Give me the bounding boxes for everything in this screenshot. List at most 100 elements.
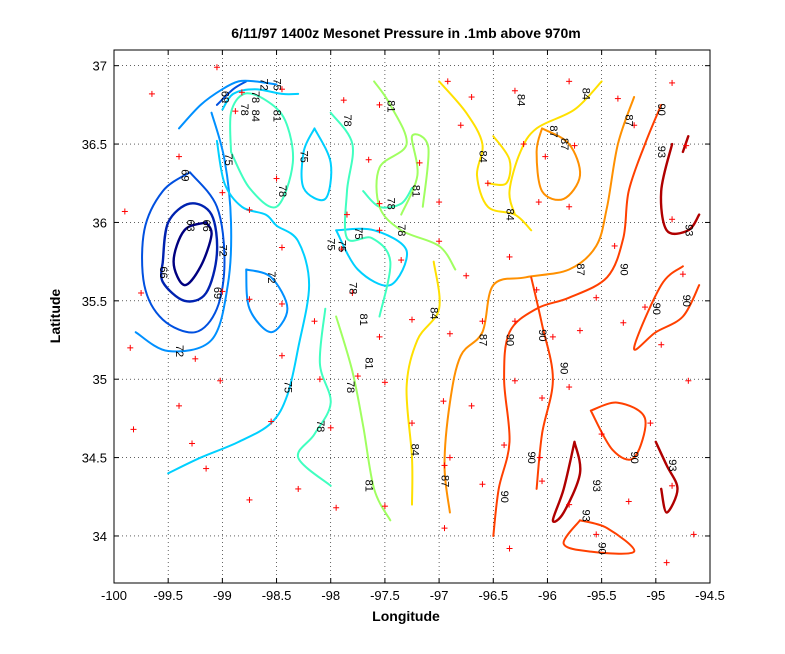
contour-label: 75	[271, 78, 283, 90]
station-marker	[213, 64, 220, 71]
x-tick-label: -95	[646, 588, 665, 603]
station-marker	[539, 478, 546, 485]
station-marker	[571, 142, 578, 149]
station-marker	[566, 501, 573, 508]
x-tick-label: -99.5	[153, 588, 183, 603]
contour-line-78	[362, 187, 413, 209]
station-marker	[669, 482, 676, 489]
contour-line-72	[134, 111, 233, 353]
contour-lines	[134, 79, 701, 555]
contour-label: 87	[547, 125, 559, 137]
x-tick-label: -96	[538, 588, 557, 603]
contour-label: 78	[346, 282, 358, 294]
station-marker	[398, 257, 405, 264]
contour-line-93	[654, 440, 679, 514]
chart-title: 6/11/97 1400z Mesonet Pressure in .1mb a…	[231, 25, 580, 41]
contour-label: 75	[281, 381, 293, 393]
station-marker	[658, 341, 665, 348]
contour-label: 81	[270, 110, 282, 122]
x-tick-label: -99	[213, 588, 232, 603]
contour-label: 90	[498, 491, 510, 503]
contour-label: 75	[298, 151, 310, 163]
contour-label: 72	[216, 245, 228, 257]
station-marker	[446, 330, 453, 337]
station-marker	[501, 442, 508, 449]
plot-frame	[113, 49, 711, 584]
contour-line-69	[141, 171, 226, 334]
contour-label: 75	[222, 154, 234, 166]
contour-line-66	[160, 202, 219, 303]
station-marker	[278, 300, 285, 307]
contour-line-69	[215, 80, 248, 106]
contour-line-63	[172, 221, 213, 287]
station-marker	[611, 242, 618, 249]
contour-label: 81	[363, 480, 375, 492]
contour-line-87	[535, 127, 582, 201]
contour-line-90	[589, 401, 647, 461]
station-marker	[176, 153, 183, 160]
station-marker	[535, 199, 542, 206]
station-marker	[381, 503, 388, 510]
contour-label: 84	[408, 444, 420, 456]
contour-line-75	[335, 227, 409, 287]
contour-label: 81	[363, 357, 375, 369]
station-marker	[381, 379, 388, 386]
contour-line-93	[681, 135, 690, 154]
station-marker	[189, 440, 196, 447]
station-marker	[685, 377, 692, 384]
contour-line-81	[373, 80, 457, 271]
station-marker	[625, 498, 632, 505]
station-marker	[176, 402, 183, 409]
station-marker	[409, 420, 415, 427]
station-marker	[542, 153, 549, 160]
station-marker	[327, 424, 334, 431]
contour-label: 87	[558, 138, 570, 150]
station-marker	[219, 189, 226, 196]
contour-label: 90	[536, 329, 548, 341]
station-marker	[566, 78, 573, 85]
contour-label: 87	[623, 114, 635, 126]
station-marker	[511, 87, 518, 94]
y-tick-label: 36	[93, 215, 107, 230]
station-marker	[365, 156, 372, 163]
station-marker	[576, 327, 583, 334]
contour-label: 75	[325, 238, 337, 250]
station-marker	[436, 238, 443, 245]
station-marker	[232, 108, 239, 115]
contour-label: 84	[514, 94, 526, 106]
contour-label: 90	[650, 303, 662, 315]
y-tick-label: 35.5	[82, 294, 107, 309]
station-marker	[376, 227, 383, 234]
station-marker	[343, 211, 350, 218]
station-marker	[409, 316, 415, 323]
station-marker	[441, 462, 448, 469]
contour-label: 66	[200, 219, 212, 231]
contour-label: 90	[680, 295, 692, 307]
station-marker	[246, 496, 253, 503]
contour-line-93	[551, 440, 582, 524]
contour-label: 90	[503, 334, 515, 346]
x-tick-label: -98	[321, 588, 340, 603]
contour-line-90	[530, 276, 554, 490]
contour-line-72	[245, 268, 289, 334]
station-marker	[539, 395, 546, 402]
station-marker	[278, 352, 285, 359]
station-marker	[338, 246, 345, 253]
contour-line-90	[562, 519, 636, 555]
station-marker	[219, 288, 226, 295]
station-marker	[566, 384, 573, 391]
station-marker	[127, 344, 134, 351]
station-marker	[593, 294, 600, 301]
contour-label: 69	[211, 287, 223, 299]
contour-label: 93	[590, 480, 602, 492]
contour-label: 87	[574, 263, 586, 275]
contour-label: 87	[476, 334, 488, 346]
station-marker	[549, 333, 556, 340]
station-marker	[566, 203, 573, 210]
station-marker	[376, 200, 383, 207]
station-marker	[273, 175, 280, 182]
station-marker	[278, 86, 285, 93]
contour-label: 87	[438, 475, 450, 487]
contour-label: 93	[666, 459, 678, 471]
